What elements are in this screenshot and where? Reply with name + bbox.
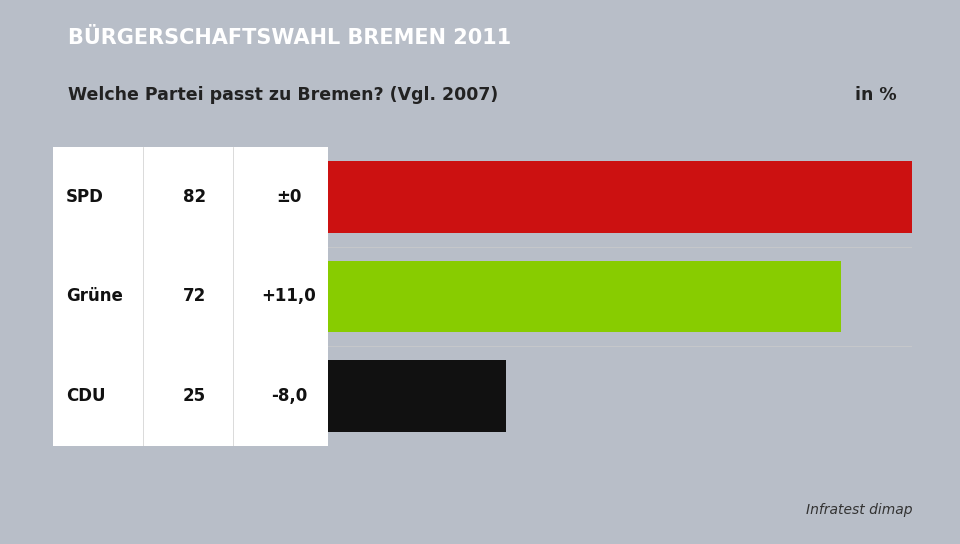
Bar bbox=[327, 261, 841, 332]
Bar bbox=[53, 147, 327, 446]
Text: SPD: SPD bbox=[65, 188, 104, 206]
Bar bbox=[327, 161, 912, 233]
Text: 72: 72 bbox=[183, 287, 206, 306]
Bar bbox=[327, 360, 506, 432]
Text: ±0: ±0 bbox=[276, 188, 301, 206]
Text: CDU: CDU bbox=[65, 387, 106, 405]
Text: Grüne: Grüne bbox=[65, 287, 123, 306]
Text: Welche Partei passt zu Bremen? (Vgl. 2007): Welche Partei passt zu Bremen? (Vgl. 200… bbox=[68, 86, 498, 104]
Text: 25: 25 bbox=[183, 387, 206, 405]
Text: Infratest dimap: Infratest dimap bbox=[805, 503, 912, 517]
Text: 82: 82 bbox=[183, 188, 206, 206]
Text: -8,0: -8,0 bbox=[271, 387, 307, 405]
Text: +11,0: +11,0 bbox=[262, 287, 317, 306]
Text: in %: in % bbox=[855, 86, 897, 104]
Text: BÜRGERSCHAFTSWAHL BREMEN 2011: BÜRGERSCHAFTSWAHL BREMEN 2011 bbox=[68, 28, 512, 48]
